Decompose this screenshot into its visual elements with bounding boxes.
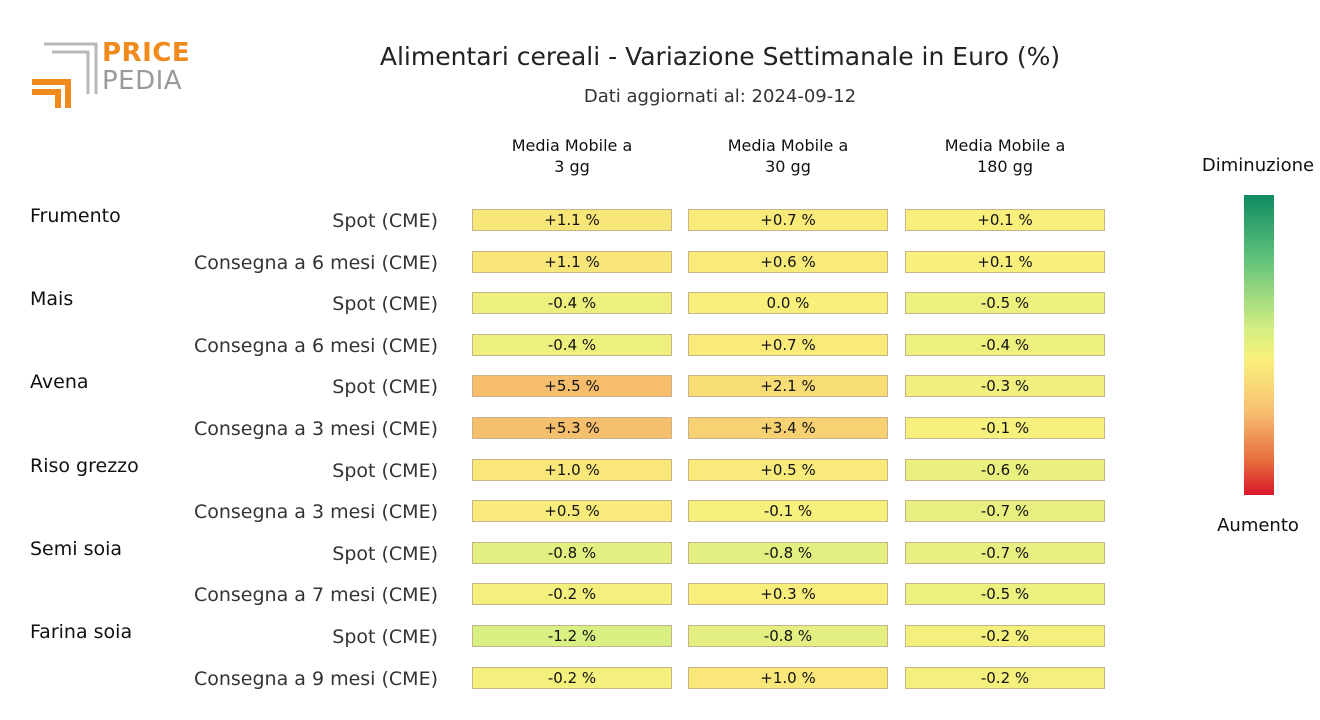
column-header: Media Mobile a 30 gg <box>727 136 849 176</box>
chart-title: Alimentari cereali - Variazione Settiman… <box>379 42 1061 71</box>
legend-top-label: Diminuzione <box>1201 155 1315 176</box>
pricepedia-logo: PRICE PEDIA <box>30 38 190 110</box>
heatmap-cell: +0.7 % <box>688 209 888 231</box>
group-label: Avena <box>30 371 89 394</box>
heatmap-cell: +1.1 % <box>472 209 672 231</box>
heatmap-cell: -0.7 % <box>905 541 1105 564</box>
row-label: Spot (CME) <box>332 376 438 399</box>
group-label: Riso grezzo <box>30 454 139 477</box>
logo-word-pedia: PEDIA <box>102 66 183 96</box>
group-label: Frumento <box>30 205 121 227</box>
group-label: Semi soia <box>30 537 123 560</box>
row-label: Spot (CME) <box>332 626 438 648</box>
row-label: Spot (CME) <box>332 210 438 232</box>
column-header: Media Mobile a 3 gg <box>511 136 633 176</box>
heatmap-cell: +0.6 % <box>688 250 888 273</box>
logo-word-price: PRICE <box>102 38 191 68</box>
heatmap-cell: -0.5 % <box>905 292 1105 315</box>
heatmap-cell: -0.4 % <box>472 292 672 315</box>
logo-mark-icon <box>32 42 98 108</box>
row-label: Spot (CME) <box>332 459 438 482</box>
heatmap-cell: +2.1 % <box>688 375 888 398</box>
row-label: Consegna a 9 mesi (CME) <box>193 667 438 690</box>
heatmap-cell: +5.5 % <box>472 375 672 398</box>
heatmap-cell: +0.3 % <box>688 583 888 606</box>
row-label: Consegna a 6 mesi (CME) <box>193 334 438 357</box>
row-label: Consegna a 6 mesi (CME) <box>193 251 438 274</box>
heatmap-cell: -0.5 % <box>905 583 1105 606</box>
heatmap-cell: +1.0 % <box>688 666 888 689</box>
heatmap-cell: +0.5 % <box>688 458 888 481</box>
heatmap-cell: -0.2 % <box>905 625 1105 647</box>
row-label: Consegna a 3 mesi (CME) <box>193 501 438 524</box>
row-label: Consegna a 3 mesi (CME) <box>193 418 438 440</box>
heatmap-cell: +1.0 % <box>472 458 672 481</box>
heatmap-cell: -0.8 % <box>688 625 888 647</box>
row-label: Spot (CME) <box>332 542 438 565</box>
heatmap-cell: -0.4 % <box>905 333 1105 356</box>
heatmap-cell: -0.1 % <box>905 417 1105 439</box>
heatmap-cell: -0.1 % <box>688 500 888 523</box>
column-header: Media Mobile a 180 gg <box>944 136 1066 176</box>
legend-bottom-label: Aumento <box>1217 515 1299 536</box>
heatmap-cell: -0.6 % <box>905 458 1105 481</box>
heatmap-cell: -0.4 % <box>472 333 672 356</box>
heatmap-cell: +0.1 % <box>905 209 1105 231</box>
heatmap-cell: +0.5 % <box>472 500 672 523</box>
heatmap-cell: -0.3 % <box>905 375 1105 398</box>
row-label: Consegna a 7 mesi (CME) <box>193 584 438 607</box>
heatmap-cell: +5.3 % <box>472 417 672 439</box>
legend-color-bar <box>1244 195 1274 495</box>
row-label: Spot (CME) <box>332 293 438 316</box>
heatmap-cell: -1.2 % <box>472 625 672 647</box>
heatmap-cell: -0.2 % <box>472 666 672 689</box>
chart-subtitle: Dati aggiornati al: 2024-09-12 <box>583 86 857 107</box>
heatmap-cell: -0.8 % <box>688 541 888 564</box>
heatmap-cell: 0.0 % <box>688 292 888 315</box>
heatmap-cell: +0.1 % <box>905 250 1105 273</box>
heatmap-cell: +3.4 % <box>688 417 888 439</box>
group-label: Mais <box>30 288 74 311</box>
heatmap-cell: -0.2 % <box>472 583 672 606</box>
heatmap-cell: -0.7 % <box>905 500 1105 523</box>
group-label: Farina soia <box>30 621 133 643</box>
heatmap-cell: +0.7 % <box>688 333 888 356</box>
heatmap-cell: -0.8 % <box>472 541 672 564</box>
heatmap-cell: +1.1 % <box>472 250 672 273</box>
heatmap-cell: -0.2 % <box>905 666 1105 689</box>
